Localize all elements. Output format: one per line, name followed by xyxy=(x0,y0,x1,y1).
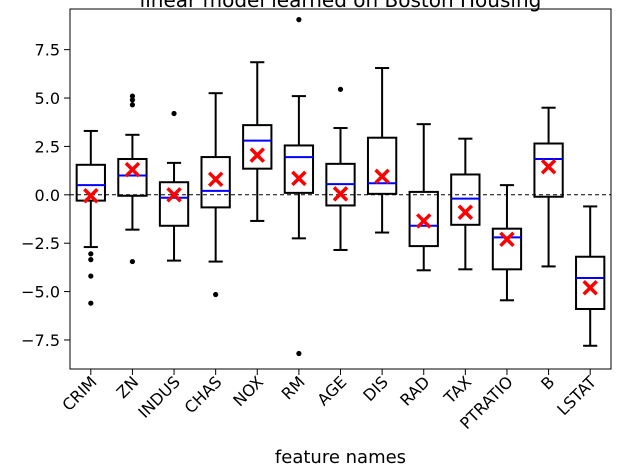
outlier-point xyxy=(296,17,302,23)
mean-marker xyxy=(415,213,432,229)
x-tick-label-lstat: LSTAT xyxy=(553,372,600,419)
outlier-point xyxy=(129,102,136,108)
box-iqr xyxy=(117,158,148,197)
x-tick-label-crim: CRIM xyxy=(58,372,100,414)
y-tick-label: 7.5 xyxy=(35,41,60,60)
mean-marker-stroke xyxy=(249,147,266,163)
box-iqr xyxy=(533,142,564,198)
y-tick-label: 2.5 xyxy=(35,137,60,156)
x-tick-label-tax: TAX xyxy=(440,372,476,408)
mean-marker xyxy=(332,186,349,202)
outlier-point xyxy=(337,86,344,92)
box-lstat xyxy=(575,205,606,347)
mean-marker-stroke xyxy=(457,204,474,220)
y-tick-label: 5.0 xyxy=(35,89,60,108)
box-rad xyxy=(408,123,439,272)
box-iqr xyxy=(366,136,398,195)
mean-marker-stroke xyxy=(124,161,141,178)
box-ptratio xyxy=(491,184,523,302)
box-indus xyxy=(158,110,190,262)
axes-frame xyxy=(69,8,612,370)
box-rm xyxy=(283,17,315,357)
mean-marker xyxy=(291,170,307,187)
mean-marker-stroke xyxy=(207,171,224,188)
outlier-point xyxy=(129,97,136,103)
box-iqr xyxy=(408,190,439,248)
x-tick-label-rm: RM xyxy=(278,372,309,403)
y-tick-label: −2.5 xyxy=(21,234,60,253)
outlier-point xyxy=(171,110,177,117)
mean-marker xyxy=(83,188,99,204)
box-b xyxy=(533,106,564,268)
mean-marker-stroke xyxy=(540,159,557,175)
box-chas xyxy=(200,92,231,298)
mean-marker-stroke xyxy=(166,187,182,203)
outlier-point xyxy=(129,258,136,265)
mean-marker-stroke xyxy=(415,213,432,229)
mean-marker-stroke xyxy=(83,188,99,204)
y-tick-label: −7.5 xyxy=(21,331,60,350)
box-nox xyxy=(242,61,273,222)
box-crim xyxy=(75,129,106,306)
x-tick-label-b: B xyxy=(537,372,558,393)
box-iqr xyxy=(491,227,523,271)
mean-marker xyxy=(166,187,182,203)
box-zn xyxy=(117,93,148,265)
mean-marker xyxy=(582,279,598,296)
mean-marker-stroke xyxy=(582,279,598,296)
outlier-point xyxy=(129,93,136,99)
outlier-point xyxy=(213,291,219,298)
mean-marker-stroke xyxy=(291,170,307,187)
mean-marker-stroke xyxy=(374,168,390,185)
box-age xyxy=(325,86,356,251)
x-tick-label-dis: DIS xyxy=(359,372,392,405)
mean-marker xyxy=(249,147,266,163)
box-iqr xyxy=(575,255,606,311)
y-tick-label: −5.0 xyxy=(21,283,60,302)
mean-marker xyxy=(540,159,557,175)
mean-marker xyxy=(207,171,224,188)
box-iqr xyxy=(200,156,231,209)
mean-marker xyxy=(457,204,474,220)
box-dis xyxy=(366,67,398,234)
box-iqr xyxy=(158,181,190,227)
box-iqr xyxy=(242,124,273,170)
x-tick-label-nox: NOX xyxy=(229,372,267,410)
x-tick-label-indus: INDUS xyxy=(134,372,183,421)
mean-marker xyxy=(499,231,515,248)
mean-marker-stroke xyxy=(499,231,515,248)
x-tick-label-age: AGE xyxy=(313,372,350,409)
mean-marker-stroke xyxy=(332,186,349,202)
outlier-point xyxy=(296,350,302,357)
chart-title: linear model learned on Boston Housing xyxy=(140,0,542,12)
box-iqr xyxy=(75,163,106,202)
mean-marker xyxy=(124,161,141,178)
outlier-point xyxy=(88,251,94,257)
box-iqr xyxy=(283,144,315,194)
box-tax xyxy=(450,137,481,271)
mean-marker xyxy=(374,168,390,185)
x-tick-label-zn: ZN xyxy=(113,372,143,402)
x-axis-label: feature names xyxy=(275,447,406,468)
outlier-point xyxy=(88,273,94,279)
x-tick-label-rad: RAD xyxy=(396,372,433,409)
outlier-point xyxy=(88,257,94,263)
y-tick-label: 0.0 xyxy=(35,186,60,205)
x-tick-label-chas: CHAS xyxy=(181,372,226,417)
outlier-point xyxy=(88,300,94,306)
